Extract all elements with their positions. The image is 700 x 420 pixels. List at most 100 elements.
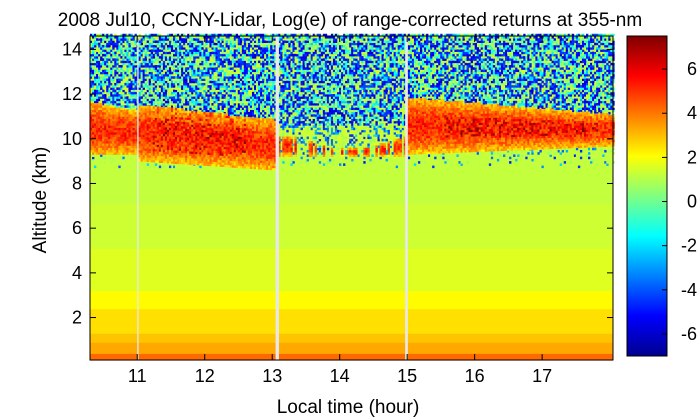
noise-cell — [262, 38, 265, 41]
noise-cell — [183, 49, 186, 52]
noise-cell — [183, 42, 186, 46]
noise-cell — [264, 58, 267, 61]
noise-cell — [272, 40, 275, 44]
noise-cell — [274, 47, 277, 50]
noise-cell — [215, 87, 218, 90]
noise-cell — [314, 96, 318, 99]
noise-cell — [227, 73, 230, 77]
noise-cell — [296, 87, 299, 90]
noise-cell — [110, 56, 113, 59]
noise-cell — [304, 33, 307, 37]
noise-cell — [290, 65, 293, 68]
noise-cell — [120, 94, 123, 97]
noise-cell — [221, 78, 224, 81]
noise-cell — [243, 51, 247, 55]
noise-cell — [138, 73, 141, 77]
noise-cell — [241, 111, 245, 115]
noise-cell — [260, 73, 263, 77]
noise-cell — [110, 100, 113, 104]
noise-cell — [94, 69, 97, 73]
noise-cell — [298, 69, 301, 73]
noise-cell — [221, 33, 224, 37]
noise-cell — [268, 69, 271, 73]
noise-cell — [239, 85, 243, 88]
noise-cell — [90, 60, 93, 64]
noise-cell — [292, 91, 295, 95]
noise-cell — [199, 91, 202, 95]
noise-cell — [298, 76, 301, 79]
noise-cell — [278, 116, 281, 119]
noise-cell — [140, 47, 143, 50]
noise-cell — [118, 49, 121, 52]
noise-cell — [203, 100, 206, 104]
noise-cell — [247, 40, 251, 44]
noise-cell — [298, 58, 301, 61]
noise-cell — [116, 42, 119, 46]
noise-cell — [290, 163, 293, 166]
noise-cell — [219, 38, 222, 41]
noise-cell — [114, 51, 117, 55]
noise-cell — [209, 87, 212, 90]
noise-cell — [292, 98, 295, 102]
noise-cell — [278, 103, 281, 106]
noise-cell — [288, 107, 291, 111]
noise-cell — [197, 42, 200, 46]
noise-cell — [168, 67, 172, 70]
noise-cell — [286, 73, 289, 77]
noise-cell — [112, 40, 115, 44]
noise-cell — [292, 58, 295, 61]
noise-cell — [158, 40, 162, 44]
noise-cell — [126, 49, 129, 52]
noise-cell — [288, 69, 291, 73]
noise-cell — [231, 38, 235, 41]
noise-cell — [262, 73, 265, 77]
noise-cell — [223, 103, 226, 106]
noise-cell — [251, 78, 255, 81]
noise-cell — [243, 33, 247, 37]
noise-cell — [189, 58, 192, 61]
noise-cell — [181, 94, 184, 97]
noise-cell — [132, 62, 135, 66]
noise-cell — [286, 51, 289, 55]
noise-cell — [116, 80, 119, 84]
noise-cell — [150, 103, 154, 106]
noise-cell — [217, 94, 220, 97]
noise-cell — [154, 33, 158, 37]
noise-cell — [296, 78, 299, 81]
noise-cell — [203, 76, 206, 79]
noise-cell — [300, 73, 303, 77]
noise-cell — [318, 149, 322, 153]
noise-cell — [237, 60, 241, 64]
noise-cell — [124, 67, 127, 70]
noise-cell — [191, 67, 194, 70]
noise-cell — [296, 138, 299, 142]
noise-cell — [235, 89, 239, 93]
noise-cell — [114, 69, 117, 73]
noise-cell — [253, 89, 257, 93]
noise-cell — [199, 53, 202, 57]
noise-cell — [177, 82, 180, 86]
noise-cell — [266, 107, 269, 111]
noise-cell — [170, 91, 174, 95]
noise-cell — [316, 96, 320, 99]
noise-cell — [227, 71, 230, 75]
noise-cell — [280, 125, 283, 128]
noise-cell — [96, 78, 99, 81]
noise-cell — [164, 36, 168, 39]
noise-cell — [284, 123, 287, 126]
noise-cell — [108, 42, 111, 46]
noise-cell — [90, 42, 93, 46]
noise-cell — [116, 67, 119, 70]
noise-cell — [102, 82, 105, 86]
noise-cell — [175, 42, 178, 46]
noise-cell — [320, 69, 324, 73]
noise-cell — [256, 87, 259, 90]
noise-cell — [241, 73, 245, 77]
noise-cell — [162, 44, 166, 48]
noise-cell — [290, 40, 293, 44]
noise-cell — [247, 44, 251, 48]
noise-cell — [316, 100, 320, 104]
noise-cell — [288, 36, 291, 39]
noise-cell — [148, 60, 152, 64]
noise-cell — [187, 67, 190, 70]
